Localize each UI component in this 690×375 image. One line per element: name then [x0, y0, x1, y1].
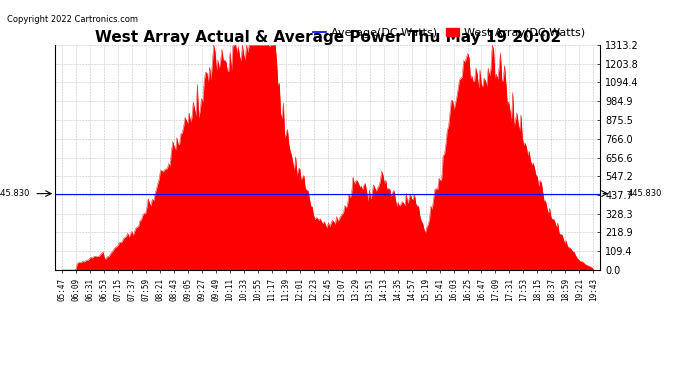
Text: Copyright 2022 Cartronics.com: Copyright 2022 Cartronics.com — [7, 15, 138, 24]
Legend: Average(DC Watts), West Array(DC Watts): Average(DC Watts), West Array(DC Watts) — [308, 24, 589, 42]
Title: West Array Actual & Average Power Thu May 19 20:02: West Array Actual & Average Power Thu Ma… — [95, 30, 561, 45]
Text: 445.830: 445.830 — [0, 189, 30, 198]
Text: 445.830: 445.830 — [628, 189, 662, 198]
